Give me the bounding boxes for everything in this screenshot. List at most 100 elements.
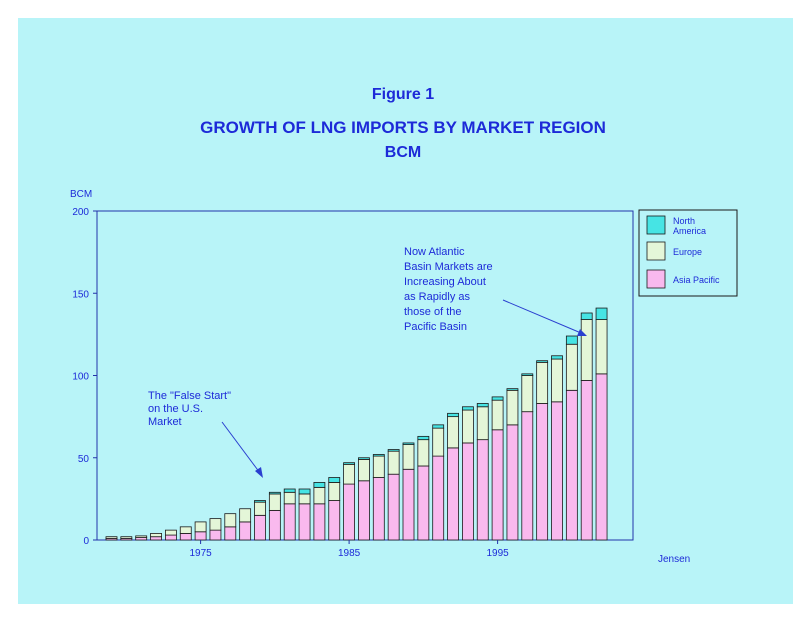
- bar-segment: [402, 444, 415, 470]
- bar-segment: [461, 409, 474, 444]
- bar-segment: [506, 424, 519, 541]
- bar-segment: [313, 503, 326, 541]
- legend-swatch: [646, 215, 666, 235]
- bar-segment: [268, 491, 281, 495]
- annotation-arrow: [221, 421, 261, 474]
- bar-segment: [164, 529, 177, 536]
- bar-segment: [461, 442, 474, 541]
- bar-segment: [343, 483, 356, 541]
- y-tick-label: 150: [72, 289, 89, 300]
- bar-segment: [402, 442, 415, 445]
- bar-segment: [372, 477, 385, 541]
- bar-segment: [135, 535, 148, 538]
- bar-segment: [565, 389, 578, 541]
- bar-segment: [521, 373, 534, 376]
- bar-segment: [521, 375, 534, 413]
- bar-segment: [254, 500, 266, 503]
- annotation-arrowhead: [577, 329, 587, 336]
- bar-segment: [447, 416, 459, 449]
- bar-segment: [536, 360, 549, 363]
- legend-label: Europe: [673, 247, 702, 257]
- bar-segment: [432, 424, 445, 429]
- figure-label: Figure 1: [371, 86, 435, 103]
- legend-swatch: [646, 269, 666, 289]
- bar-segment: [461, 406, 474, 411]
- y-tick-label: 200: [72, 207, 89, 218]
- bar-segment: [194, 531, 207, 541]
- bar-segment: [476, 403, 489, 408]
- bar-segment: [150, 536, 162, 541]
- legend-label: America: [673, 226, 706, 236]
- bar-segment: [417, 465, 430, 541]
- bar-segment: [565, 343, 578, 391]
- bar-segment: [402, 468, 415, 541]
- y-axis-label: BCM: [70, 189, 92, 200]
- bar-segment: [313, 486, 326, 505]
- bar-segment: [254, 514, 266, 541]
- bar-segment: [224, 513, 237, 528]
- bar-segment: [313, 482, 326, 488]
- bar-segment: [283, 488, 296, 493]
- bar-segment: [551, 401, 563, 541]
- bar-segment: [209, 529, 222, 541]
- bar-segment: [387, 473, 400, 541]
- bar-segment: [298, 503, 311, 541]
- bar-segment: [491, 396, 504, 401]
- bar-segment: [179, 533, 192, 541]
- bar-segment: [372, 455, 385, 478]
- bar-segment: [506, 388, 519, 391]
- y-tick-label: 100: [72, 372, 89, 383]
- bar-segment: [565, 335, 578, 345]
- bar-segment: [224, 526, 237, 541]
- bar-segment: [521, 411, 534, 541]
- bar-segment: [343, 463, 356, 485]
- bar-segment: [580, 380, 593, 541]
- y-tick-label: 0: [83, 536, 89, 547]
- bar-segment: [580, 319, 593, 381]
- bar-segment: [580, 312, 593, 320]
- bar-segment: [491, 429, 504, 541]
- legend-swatch: [646, 241, 666, 261]
- bar-segment: [239, 508, 252, 523]
- bar-segment: [432, 455, 445, 541]
- x-tick-label: 1995: [486, 548, 509, 559]
- bar-segment: [358, 457, 370, 460]
- annotation-false-start: The "False Start": [148, 390, 231, 402]
- bar-segment: [239, 521, 252, 541]
- bar-segment: [476, 439, 489, 541]
- bar-segment: [447, 412, 459, 418]
- bar-segment: [595, 373, 608, 541]
- bar-segment: [417, 439, 430, 467]
- chart-title: GROWTH OF LNG IMPORTS BY MARKET REGION: [200, 118, 606, 137]
- legend-label: Asia Pacific: [673, 275, 720, 285]
- bar-segment: [595, 307, 608, 320]
- bar-segment: [358, 458, 370, 482]
- bar-segment: [358, 480, 370, 541]
- annotation-false-start: Market: [148, 416, 182, 428]
- chart-subtitle: BCM: [384, 144, 422, 161]
- bar-segment: [268, 493, 281, 511]
- bar-segment: [328, 500, 341, 541]
- annotation-atlantic-basin: Basin Markets are: [404, 261, 493, 273]
- bar-segment: [387, 450, 400, 475]
- bar-segment: [447, 447, 459, 541]
- bar-segment: [194, 521, 207, 533]
- bar-segment: [432, 427, 445, 457]
- annotation-false-start: on the U.S.: [148, 403, 203, 415]
- bar-segment: [164, 534, 177, 541]
- annotation-atlantic-basin: Pacific Basin: [404, 321, 467, 333]
- bar-segment: [595, 319, 608, 375]
- annotation-atlantic-basin: those of the: [404, 306, 462, 318]
- bar-segment: [372, 454, 385, 457]
- bar-segment: [506, 389, 519, 426]
- credit-label: Jensen: [658, 554, 690, 565]
- bar-segment: [298, 493, 311, 505]
- bar-segment: [536, 403, 549, 541]
- bar-segment: [476, 406, 489, 441]
- bar-segment: [387, 449, 400, 452]
- y-tick-label: 50: [78, 454, 90, 465]
- bar-segment: [328, 477, 341, 483]
- annotation-atlantic-basin: as Rapidly as: [404, 291, 471, 303]
- bar-segment: [254, 501, 266, 516]
